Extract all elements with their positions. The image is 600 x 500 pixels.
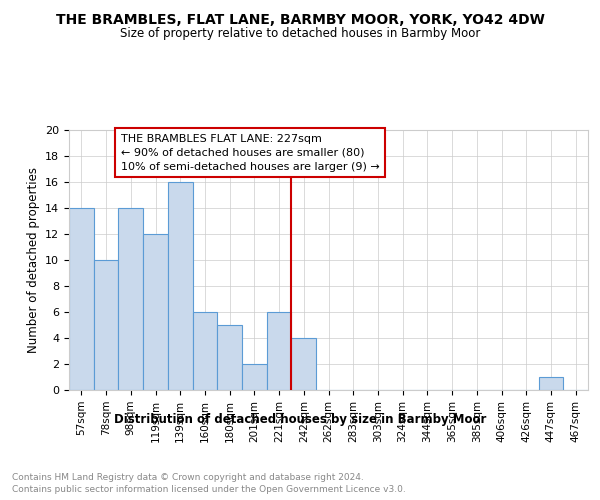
Bar xyxy=(118,208,143,390)
Text: Distribution of detached houses by size in Barmby Moor: Distribution of detached houses by size … xyxy=(114,412,486,426)
Bar xyxy=(94,260,118,390)
Bar xyxy=(242,364,267,390)
Text: THE BRAMBLES, FLAT LANE, BARMBY MOOR, YORK, YO42 4DW: THE BRAMBLES, FLAT LANE, BARMBY MOOR, YO… xyxy=(56,12,544,26)
Text: Contains public sector information licensed under the Open Government Licence v3: Contains public sector information licen… xyxy=(12,485,406,494)
Bar xyxy=(69,208,94,390)
Y-axis label: Number of detached properties: Number of detached properties xyxy=(26,167,40,353)
Bar xyxy=(193,312,217,390)
Bar xyxy=(217,325,242,390)
Text: Contains HM Land Registry data © Crown copyright and database right 2024.: Contains HM Land Registry data © Crown c… xyxy=(12,472,364,482)
Bar xyxy=(143,234,168,390)
Bar xyxy=(292,338,316,390)
Text: THE BRAMBLES FLAT LANE: 227sqm
← 90% of detached houses are smaller (80)
10% of : THE BRAMBLES FLAT LANE: 227sqm ← 90% of … xyxy=(121,134,380,172)
Bar xyxy=(267,312,292,390)
Bar xyxy=(539,377,563,390)
Bar xyxy=(168,182,193,390)
Text: Size of property relative to detached houses in Barmby Moor: Size of property relative to detached ho… xyxy=(120,28,480,40)
